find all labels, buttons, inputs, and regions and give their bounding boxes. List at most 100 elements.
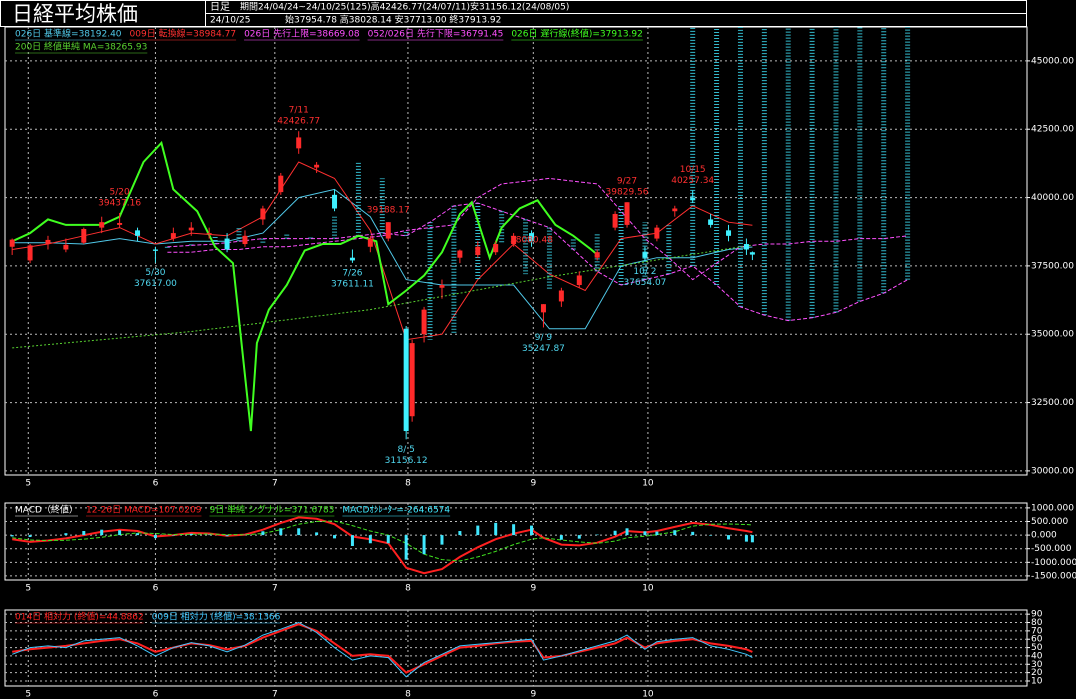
candle-body <box>260 208 266 220</box>
x-tick-label: 6 <box>153 584 159 594</box>
candle-body <box>540 304 546 313</box>
x-tick-label: 5 <box>25 479 31 489</box>
histogram-bar <box>261 531 265 536</box>
histogram-bar <box>643 531 647 536</box>
histogram-bar <box>350 535 354 546</box>
y-tick-label: 30000.00 <box>1031 466 1074 476</box>
x-tick-label: 5 <box>25 690 31 699</box>
histogram-bar <box>10 535 14 537</box>
candle-body <box>594 252 600 258</box>
plot-area <box>5 503 1027 580</box>
series-line <box>11 140 598 432</box>
y-tick-label: 1000.000 <box>1031 503 1074 513</box>
histogram-bar <box>368 535 372 544</box>
period-info: 期間24/04/24~24/10/25(125)高42426.77(24/07/… <box>240 1 569 13</box>
histogram-bar <box>476 525 480 536</box>
candle-body <box>511 235 517 245</box>
x-tick-label: 7 <box>272 479 278 489</box>
y-tick-label: 45000.00 <box>1031 56 1074 66</box>
histogram-bar <box>82 531 86 536</box>
series-line <box>12 188 753 330</box>
candle-body <box>475 246 481 255</box>
annotation-value: 39829.56 <box>606 188 649 198</box>
histogram-bar <box>691 531 695 536</box>
histogram-bar <box>118 530 122 536</box>
histogram-bar <box>494 522 498 536</box>
candle-body <box>612 213 618 228</box>
histogram-bar <box>625 528 629 536</box>
histogram-bar <box>28 535 32 538</box>
histogram-bar <box>333 535 337 539</box>
y-tick-label: 20 <box>1031 668 1043 678</box>
candle-body <box>749 252 755 255</box>
y-tick-label: 40 <box>1031 651 1043 661</box>
histogram-bar <box>744 535 748 542</box>
histogram-bar <box>512 524 516 536</box>
candle-body <box>27 245 33 261</box>
annotation-value: 31156.12 <box>385 456 428 466</box>
candle-body <box>672 208 678 212</box>
title-box <box>0 0 206 27</box>
x-tick-label: 10 <box>642 584 654 594</box>
candle-body <box>624 202 630 225</box>
candle-body <box>332 194 338 209</box>
x-tick-label: 7 <box>272 584 278 594</box>
histogram-bar <box>153 535 157 539</box>
candle-body <box>206 233 212 235</box>
histogram-bar <box>279 528 283 536</box>
histogram-bar <box>595 534 599 536</box>
y-tick-label: 80 <box>1031 618 1043 628</box>
series-line <box>12 520 753 562</box>
histogram-bar <box>655 531 659 536</box>
candle-body <box>743 244 749 250</box>
histogram-bar <box>440 535 444 545</box>
candle-body <box>367 238 373 247</box>
last-ohlc: 始37954.78 高38028.14 安37713.00 終37913.92 <box>285 14 501 26</box>
candle-body <box>409 343 415 417</box>
annotation-date: 9/27 <box>617 177 637 187</box>
x-tick-label: 5 <box>25 584 31 594</box>
candle-body <box>188 227 194 231</box>
y-tick-label: 90 <box>1031 610 1043 620</box>
x-tick-label: 8 <box>405 584 411 594</box>
legend-entry: 026日 基準線=38192.40 <box>15 28 122 40</box>
histogram-bar <box>673 530 677 536</box>
candle-body <box>708 219 714 225</box>
histogram-bar <box>64 533 68 536</box>
annotation-date: 5/30 <box>145 268 165 278</box>
annotation-value: 39437.16 <box>98 198 141 208</box>
annotation-value: 37617.00 <box>134 279 177 289</box>
candle-body <box>224 238 230 250</box>
y-tick-label: 35000.00 <box>1031 330 1074 340</box>
histogram-bar <box>171 535 175 536</box>
candle-body <box>117 222 123 225</box>
x-tick-label: 10 <box>642 690 654 699</box>
candle-body <box>493 244 499 253</box>
y-tick-label: 70 <box>1031 626 1043 636</box>
candle-body <box>349 257 355 261</box>
candle-body <box>63 244 69 250</box>
x-tick-label: 9 <box>530 584 536 594</box>
candle-body <box>296 137 302 149</box>
annotation-value: 37611.11 <box>331 279 374 289</box>
legend-entry: 026日 遅行線(終値)=37913.92 <box>511 28 643 40</box>
histogram-bar <box>577 535 581 539</box>
candle-body <box>457 250 463 258</box>
x-tick-label: 6 <box>153 479 159 489</box>
candle-body <box>576 275 582 286</box>
histogram-bar <box>404 535 408 560</box>
histogram-bar <box>386 535 390 544</box>
legend-entry: 026日 先行上限=38669.08 <box>244 28 360 40</box>
annotation-value: 40257.34 <box>671 176 714 186</box>
bar-type: 日足 <box>210 1 230 13</box>
plot-area <box>5 610 1027 686</box>
histogram-bar <box>207 534 211 536</box>
histogram-bar <box>559 535 563 540</box>
candle-body <box>242 235 248 245</box>
histogram-bar <box>297 528 301 536</box>
candle-body <box>654 227 660 239</box>
candle-body <box>99 222 105 228</box>
y-tick-label: 50 <box>1031 643 1043 653</box>
legend-entry: 200日 終値単純 MA=38265.93 <box>15 41 147 53</box>
